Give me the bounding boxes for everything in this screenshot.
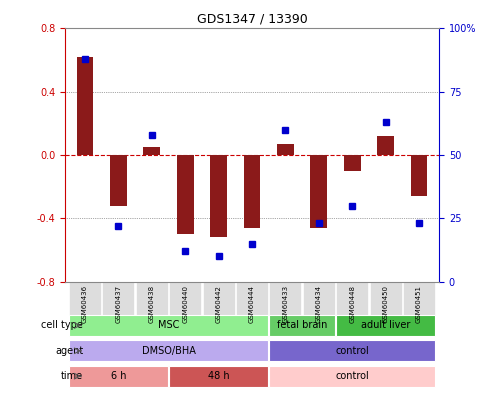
Text: GSM60438: GSM60438	[149, 285, 155, 323]
FancyBboxPatch shape	[69, 366, 168, 386]
Text: GSM60450: GSM60450	[383, 285, 389, 323]
Text: adult liver: adult liver	[361, 320, 410, 330]
Bar	[110, 155, 127, 206]
FancyBboxPatch shape	[169, 282, 201, 326]
FancyBboxPatch shape	[69, 315, 268, 336]
FancyBboxPatch shape	[169, 366, 268, 386]
FancyBboxPatch shape	[336, 315, 435, 336]
Bar	[210, 155, 227, 237]
FancyBboxPatch shape	[102, 282, 134, 326]
Text: fetal brain: fetal brain	[277, 320, 327, 330]
Bar	[76, 57, 93, 155]
Bar	[177, 155, 194, 234]
Text: GSM60434: GSM60434	[316, 285, 322, 323]
Bar	[411, 155, 428, 196]
Bar	[344, 155, 361, 171]
Text: GSM60444: GSM60444	[249, 285, 255, 322]
Bar	[143, 147, 160, 155]
FancyBboxPatch shape	[403, 282, 435, 326]
FancyBboxPatch shape	[203, 282, 235, 326]
Text: 6 h: 6 h	[111, 371, 126, 381]
FancyBboxPatch shape	[303, 282, 335, 326]
Text: GSM60448: GSM60448	[349, 285, 355, 323]
Text: cell type: cell type	[41, 320, 83, 330]
Text: agent: agent	[55, 346, 83, 356]
Text: DMSO/BHA: DMSO/BHA	[142, 346, 196, 356]
Text: GSM60436: GSM60436	[82, 285, 88, 323]
Bar	[244, 155, 260, 228]
FancyBboxPatch shape	[269, 341, 435, 361]
Text: GSM60433: GSM60433	[282, 285, 288, 323]
Text: GSM60440: GSM60440	[182, 285, 188, 323]
Text: GSM60442: GSM60442	[216, 285, 222, 322]
Bar	[310, 155, 327, 228]
Title: GDS1347 / 13390: GDS1347 / 13390	[197, 13, 307, 26]
FancyBboxPatch shape	[69, 341, 268, 361]
Text: control: control	[335, 346, 369, 356]
FancyBboxPatch shape	[336, 282, 368, 326]
Text: time: time	[61, 371, 83, 381]
Text: control: control	[335, 371, 369, 381]
FancyBboxPatch shape	[136, 282, 168, 326]
Text: GSM60451: GSM60451	[416, 285, 422, 323]
FancyBboxPatch shape	[69, 282, 101, 326]
Text: GSM60437: GSM60437	[115, 285, 121, 323]
FancyBboxPatch shape	[269, 366, 435, 386]
Bar	[277, 144, 294, 155]
FancyBboxPatch shape	[269, 315, 335, 336]
Text: MSC: MSC	[158, 320, 179, 330]
Text: 48 h: 48 h	[208, 371, 230, 381]
FancyBboxPatch shape	[370, 282, 402, 326]
FancyBboxPatch shape	[236, 282, 268, 326]
Bar	[377, 136, 394, 155]
FancyBboxPatch shape	[269, 282, 301, 326]
